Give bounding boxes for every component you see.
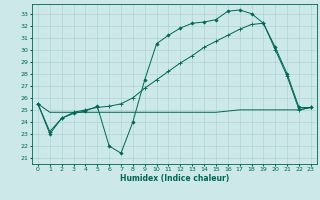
X-axis label: Humidex (Indice chaleur): Humidex (Indice chaleur): [120, 174, 229, 183]
